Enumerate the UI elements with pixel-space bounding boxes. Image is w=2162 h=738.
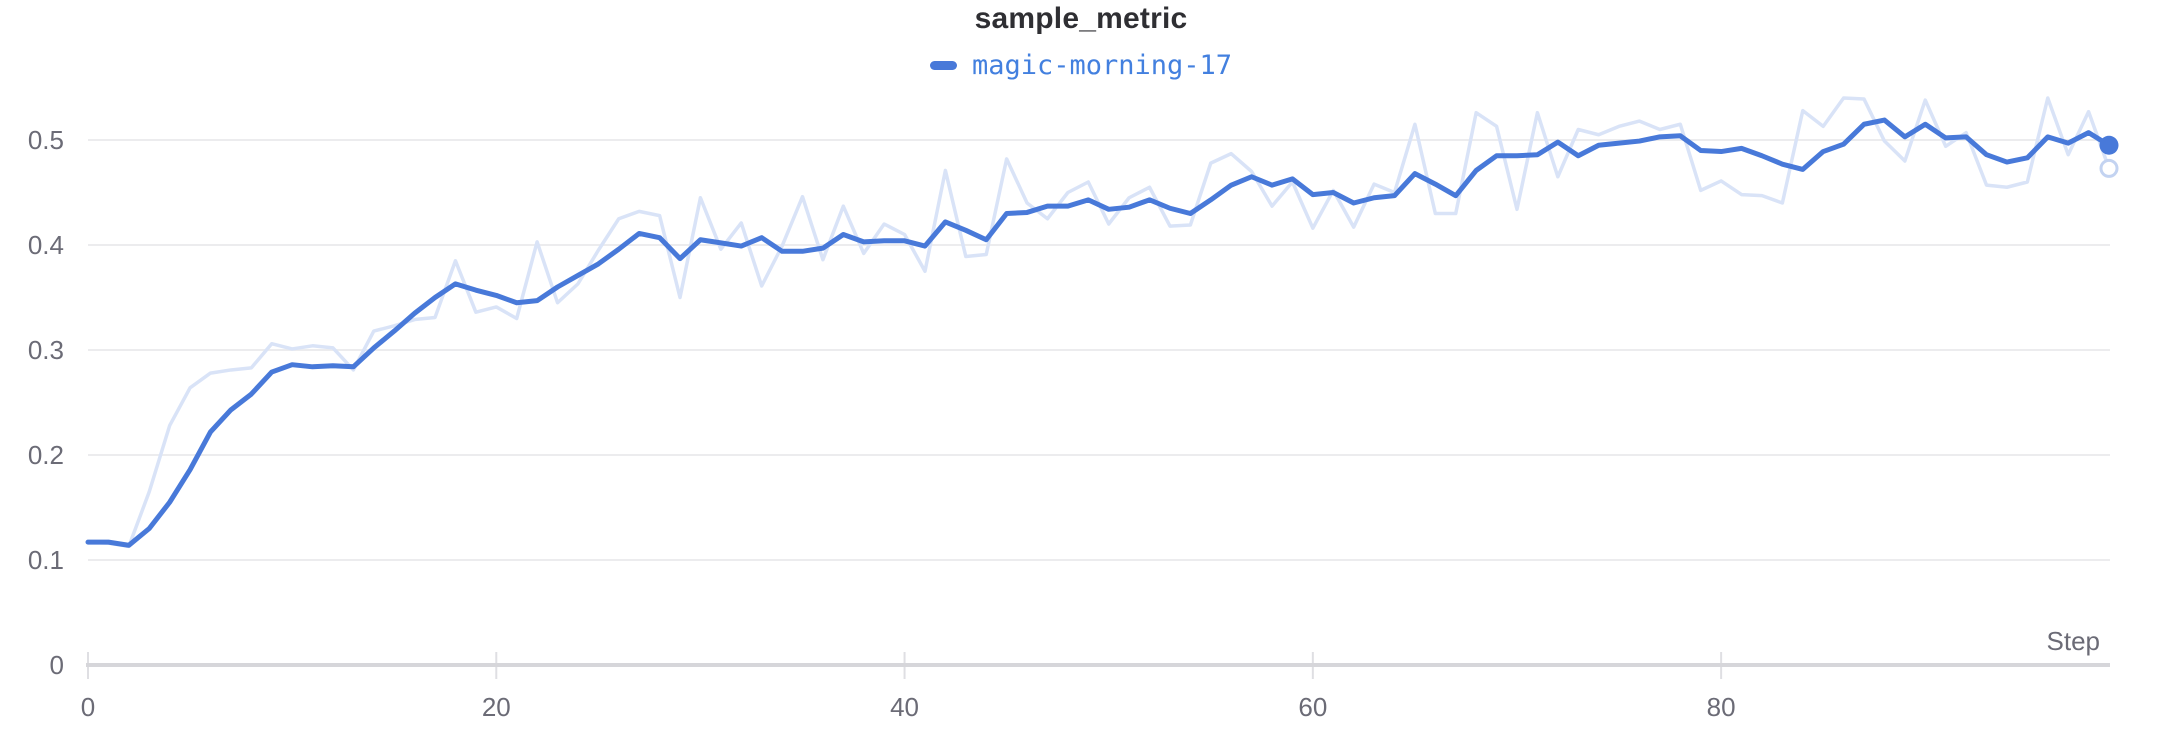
y-tick-label: 0 [50,650,64,680]
legend: magic-morning-17 [0,50,2162,81]
smoothed-endpoint-marker [2099,135,2119,155]
chart-title: sample_metric [974,2,1188,35]
legend-line-swatch-icon [929,61,957,70]
legend-run-name: magic-morning-17 [971,50,1233,81]
y-tick-label: 0.3 [28,335,64,365]
x-tick-label: 60 [1298,692,1327,722]
y-tick-label: 0.5 [28,125,64,155]
raw-endpoint-marker [2099,158,2119,178]
legend-item-run[interactable]: magic-morning-17 [929,50,1233,81]
x-tick-label: 80 [1707,692,1736,722]
x-tick-label: 20 [482,692,511,722]
x-tick-label: 40 [890,692,919,722]
y-tick-label: 0.1 [28,545,64,575]
x-tick-label: 0 [81,692,95,722]
y-tick-label: 0.2 [28,440,64,470]
x-axis-title: Step [2047,626,2101,656]
smoothed-series-line [85,117,2112,548]
y-tick-label: 0.4 [28,230,64,260]
